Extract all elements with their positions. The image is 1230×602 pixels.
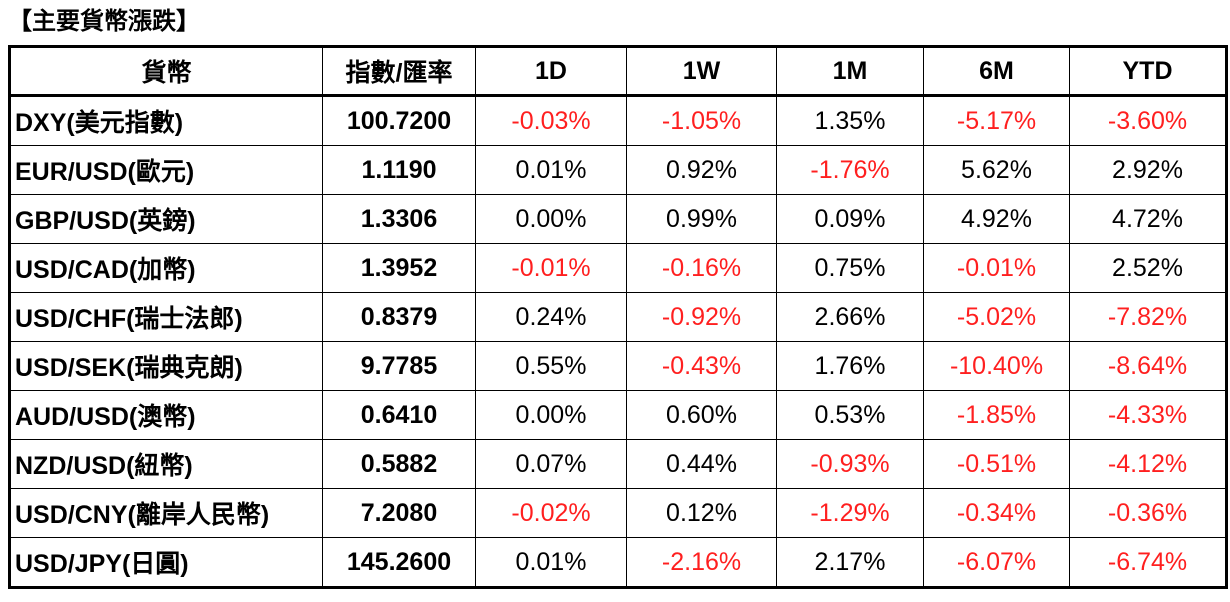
change-1w: 0.92% <box>626 145 777 195</box>
table-row: EUR/USD(歐元) 1.1190 0.01% 0.92% -1.76% 5.… <box>9 145 1227 195</box>
rate-value: 7.2080 <box>322 488 476 538</box>
change-6m: -6.07% <box>923 537 1070 588</box>
change-1w: 0.99% <box>626 194 777 244</box>
currency-name: DXY(美元指數) <box>9 95 323 146</box>
column-header-1w: 1W <box>626 46 777 97</box>
currency-table: 貨幣 指數/匯率 1D 1W 1M 6M YTD DXY(美元指數) 100.7… <box>8 45 1228 589</box>
change-1m: -1.29% <box>776 488 924 538</box>
change-ytd: -6.74% <box>1069 537 1227 588</box>
rate-value: 0.8379 <box>322 292 476 342</box>
table-row: DXY(美元指數) 100.7200 -0.03% -1.05% 1.35% -… <box>9 95 1227 146</box>
change-1m: 2.17% <box>776 537 924 588</box>
change-1d: -0.02% <box>475 488 627 538</box>
change-6m: -0.01% <box>923 243 1070 293</box>
change-6m: -0.51% <box>923 439 1070 489</box>
change-1w: -0.92% <box>626 292 777 342</box>
change-ytd: -4.12% <box>1069 439 1227 489</box>
currency-name: USD/JPY(日圓) <box>9 537 323 588</box>
currency-name: USD/CNY(離岸人民幣) <box>9 488 323 538</box>
change-1d: 0.00% <box>475 194 627 244</box>
change-6m: 4.92% <box>923 194 1070 244</box>
currency-name: USD/SEK(瑞典克朗) <box>9 341 323 391</box>
rate-value: 0.6410 <box>322 390 476 440</box>
change-6m: -10.40% <box>923 341 1070 391</box>
rate-value: 1.3952 <box>322 243 476 293</box>
column-header-currency: 貨幣 <box>9 46 323 97</box>
change-1m: 1.76% <box>776 341 924 391</box>
currency-name: GBP/USD(英鎊) <box>9 194 323 244</box>
rate-value: 9.7785 <box>322 341 476 391</box>
currency-name: EUR/USD(歐元) <box>9 145 323 195</box>
table-row: USD/SEK(瑞典克朗) 9.7785 0.55% -0.43% 1.76% … <box>9 341 1227 391</box>
change-1d: -0.03% <box>475 95 627 146</box>
change-1d: 0.01% <box>475 145 627 195</box>
change-1d: -0.01% <box>475 243 627 293</box>
column-header-ytd: YTD <box>1069 46 1227 97</box>
change-1m: 2.66% <box>776 292 924 342</box>
change-1w: 0.60% <box>626 390 777 440</box>
table-row: USD/CAD(加幣) 1.3952 -0.01% -0.16% 0.75% -… <box>9 243 1227 293</box>
change-ytd: -7.82% <box>1069 292 1227 342</box>
change-ytd: -0.36% <box>1069 488 1227 538</box>
change-1w: -0.43% <box>626 341 777 391</box>
change-ytd: 4.72% <box>1069 194 1227 244</box>
table-row: NZD/USD(紐幣) 0.5882 0.07% 0.44% -0.93% -0… <box>9 439 1227 489</box>
change-1m: 0.09% <box>776 194 924 244</box>
page-title: 【主要貨幣漲跌】 <box>8 8 200 35</box>
rate-value: 1.3306 <box>322 194 476 244</box>
table-row: AUD/USD(澳幣) 0.6410 0.00% 0.60% 0.53% -1.… <box>9 390 1227 440</box>
column-header-6m: 6M <box>923 46 1070 97</box>
change-1w: -2.16% <box>626 537 777 588</box>
change-ytd: 2.92% <box>1069 145 1227 195</box>
rate-value: 145.2600 <box>322 537 476 588</box>
change-1d: 0.24% <box>475 292 627 342</box>
change-6m: -5.02% <box>923 292 1070 342</box>
change-6m: -0.34% <box>923 488 1070 538</box>
change-6m: 5.62% <box>923 145 1070 195</box>
rate-value: 1.1190 <box>322 145 476 195</box>
table-row: USD/JPY(日圓) 145.2600 0.01% -2.16% 2.17% … <box>9 537 1227 588</box>
change-ytd: -3.60% <box>1069 95 1227 146</box>
change-ytd: -4.33% <box>1069 390 1227 440</box>
change-6m: -5.17% <box>923 95 1070 146</box>
change-1d: 0.01% <box>475 537 627 588</box>
table-row: USD/CHF(瑞士法郎) 0.8379 0.24% -0.92% 2.66% … <box>9 292 1227 342</box>
change-1w: -1.05% <box>626 95 777 146</box>
table-row: USD/CNY(離岸人民幣) 7.2080 -0.02% 0.12% -1.29… <box>9 488 1227 538</box>
change-1m: 0.53% <box>776 390 924 440</box>
change-1d: 0.55% <box>475 341 627 391</box>
table-row: GBP/USD(英鎊) 1.3306 0.00% 0.99% 0.09% 4.9… <box>9 194 1227 244</box>
change-ytd: 2.52% <box>1069 243 1227 293</box>
header-row: 貨幣 指數/匯率 1D 1W 1M 6M YTD <box>9 46 1227 97</box>
column-header-rate: 指數/匯率 <box>322 46 476 97</box>
change-1w: -0.16% <box>626 243 777 293</box>
currency-name: USD/CHF(瑞士法郎) <box>9 292 323 342</box>
currency-name: AUD/USD(澳幣) <box>9 390 323 440</box>
column-header-1d: 1D <box>475 46 627 97</box>
currency-name: USD/CAD(加幣) <box>9 243 323 293</box>
change-1m: 1.35% <box>776 95 924 146</box>
change-1w: 0.44% <box>626 439 777 489</box>
change-1m: -1.76% <box>776 145 924 195</box>
change-1w: 0.12% <box>626 488 777 538</box>
change-1d: 0.00% <box>475 390 627 440</box>
change-ytd: -8.64% <box>1069 341 1227 391</box>
change-1m: -0.93% <box>776 439 924 489</box>
change-6m: -1.85% <box>923 390 1070 440</box>
currency-name: NZD/USD(紐幣) <box>9 439 323 489</box>
rate-value: 100.7200 <box>322 95 476 146</box>
change-1d: 0.07% <box>475 439 627 489</box>
rate-value: 0.5882 <box>322 439 476 489</box>
change-1m: 0.75% <box>776 243 924 293</box>
column-header-1m: 1M <box>776 46 924 97</box>
